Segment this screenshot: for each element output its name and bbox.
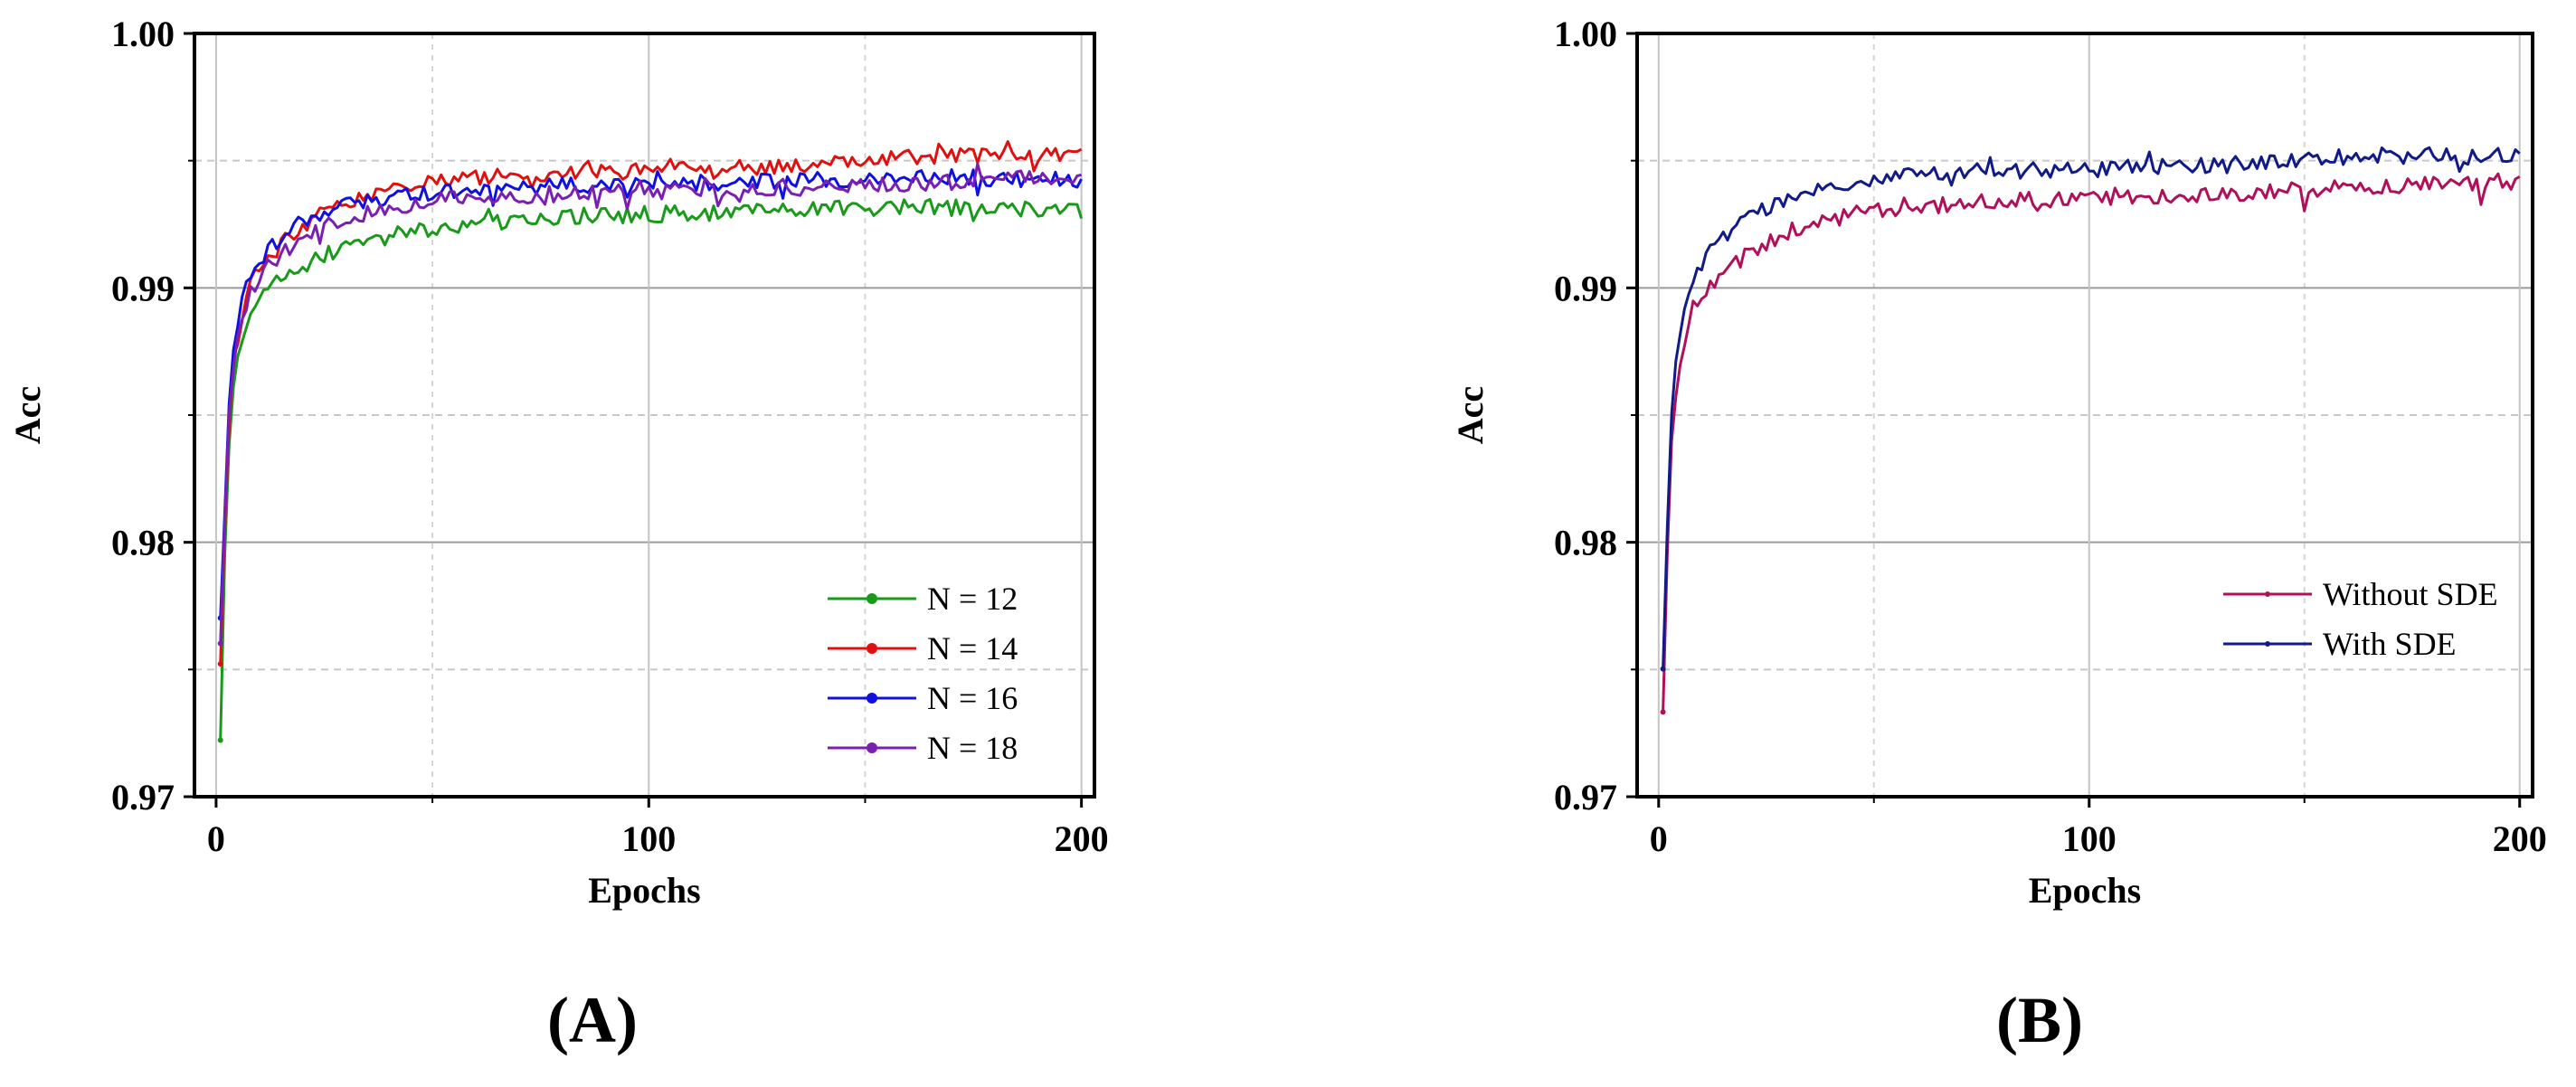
series-line (219, 140, 1083, 665)
legend-label: N = 18 (927, 730, 1018, 766)
legend-label: With SDE (2323, 626, 2457, 662)
x-axis-label: Epochs (2029, 870, 2142, 911)
legend-marker (867, 593, 877, 604)
y-tick-label: 1.00 (111, 14, 175, 54)
series-start-point (1660, 666, 1666, 672)
x-tick-label: 200 (2493, 818, 2547, 859)
legend-label: N = 14 (927, 630, 1018, 666)
legend-marker (867, 742, 877, 753)
legend-label: N = 12 (927, 581, 1018, 617)
legend: Without SDE With SDE (2223, 576, 2498, 662)
y-tick-label: 0.97 (1554, 777, 1617, 818)
series-line (1662, 172, 2521, 713)
series-line (219, 198, 1084, 741)
series-line (1662, 146, 2521, 669)
y-tick-label: 1.00 (1554, 14, 1617, 54)
series-start-point (217, 640, 223, 647)
series-line (219, 162, 1082, 644)
y-tick-label: 0.98 (111, 523, 175, 563)
chart-panel-b: 0 100 200 0.97 0.98 0.99 1.00 Epochs Acc (B) Witho… (1450, 14, 2547, 1056)
legend-marker (2265, 591, 2270, 597)
y-tick-label: 0.99 (1554, 268, 1617, 308)
series-start-point (217, 737, 223, 743)
y-axis-label: Acc (1450, 386, 1491, 444)
y-tick-label: 0.98 (1554, 523, 1617, 563)
series-line (219, 168, 1083, 619)
panel-label: (B) (1996, 984, 2083, 1056)
y-axis-label: Acc (7, 386, 48, 444)
panel-label: (A) (547, 984, 638, 1056)
y-tick-label: 0.97 (111, 777, 175, 818)
legend: N = 12 N = 14 N = 16 N = 18 (828, 581, 1018, 766)
x-tick-label: 0 (207, 818, 225, 859)
legend-marker (2265, 641, 2270, 647)
x-tick-label: 100 (621, 818, 676, 859)
y-tick-label: 0.99 (111, 268, 175, 308)
series-start-point (217, 661, 223, 667)
x-axis-label: Epochs (588, 870, 701, 911)
chart-panel-a: 0 100 200 0.97 0.98 0.99 1.00 Epochs Acc (A) N = 1… (7, 14, 1109, 1056)
x-tick-label: 200 (1055, 818, 1109, 859)
legend-label: N = 16 (927, 680, 1018, 716)
x-tick-label: 100 (2062, 818, 2117, 859)
legend-marker (867, 693, 877, 704)
legend-label: Without SDE (2323, 576, 2498, 612)
x-tick-label: 0 (1650, 818, 1668, 859)
legend-marker (867, 643, 877, 654)
series-start-point (1660, 709, 1666, 715)
